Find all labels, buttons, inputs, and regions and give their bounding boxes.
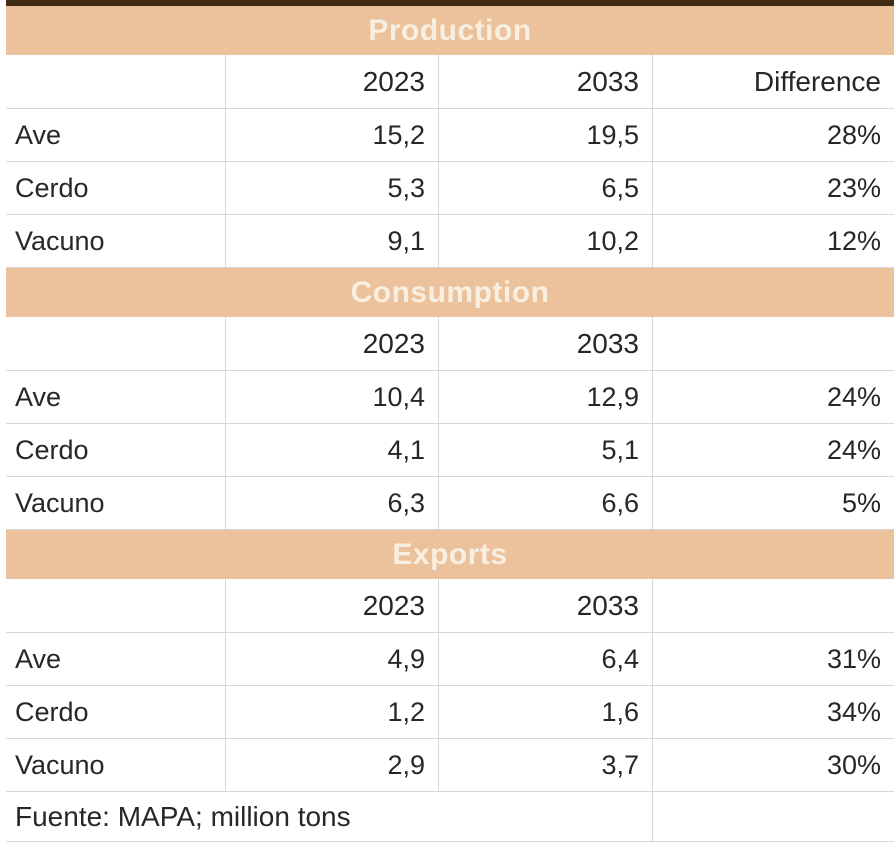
header-row-exports: 2023 2033: [6, 579, 894, 633]
value-2033: 5,1: [438, 424, 652, 476]
row-label: Vacuno: [15, 487, 105, 518]
table-row: Ave 4,9 6,4 31%: [6, 633, 894, 686]
section-band-production: Production: [6, 6, 894, 55]
table-row: Ave 10,4 12,9 24%: [6, 371, 894, 424]
section-title: Production: [368, 13, 532, 47]
value-2023: 10,4: [225, 371, 438, 423]
empty-cell: [6, 317, 225, 370]
table-row: Cerdo 1,2 1,6 34%: [6, 686, 894, 739]
section-title: Consumption: [350, 275, 550, 309]
row-label: Ave: [15, 643, 62, 674]
value-2033: 10,2: [438, 215, 652, 267]
value-difference: 12%: [652, 215, 894, 267]
section-band-consumption: Consumption: [6, 268, 894, 317]
table-row: Cerdo 4,1 5,1 24%: [6, 424, 894, 477]
value-difference: 24%: [652, 424, 894, 476]
empty-cell: [652, 317, 894, 370]
value-2023: 15,2: [225, 109, 438, 161]
row-label: Vacuno: [15, 749, 105, 780]
value-2023: 1,2: [225, 686, 438, 738]
row-label: Cerdo: [15, 696, 89, 727]
section-band-exports: Exports: [6, 530, 894, 579]
value-difference: 23%: [652, 162, 894, 214]
col-header-2033: 2033: [438, 317, 652, 370]
value-difference: 28%: [652, 109, 894, 161]
empty-cell: [6, 579, 225, 632]
value-2023: 2,9: [225, 739, 438, 791]
value-2033: 12,9: [438, 371, 652, 423]
row-label: Ave: [15, 119, 62, 150]
value-difference: 34%: [652, 686, 894, 738]
value-2033: 6,4: [438, 633, 652, 685]
value-2023: 4,1: [225, 424, 438, 476]
col-header-2033: 2033: [438, 55, 652, 108]
value-2033: 19,5: [438, 109, 652, 161]
footer-row: Fuente: MAPA; million tons: [6, 792, 894, 842]
header-row-production: 2023 2033 Difference: [6, 55, 894, 109]
top-border-bar: [6, 0, 894, 6]
empty-cell: [652, 792, 894, 841]
empty-cell: [652, 579, 894, 632]
empty-cell: [6, 55, 225, 108]
table-body: Production 2023 2033 Difference Ave 15,2…: [6, 6, 894, 842]
col-header-2023: 2023: [225, 55, 438, 108]
source-note: Fuente: MAPA; million tons: [15, 800, 351, 832]
value-2023: 4,9: [225, 633, 438, 685]
col-header-2023: 2023: [225, 579, 438, 632]
value-2023: 5,3: [225, 162, 438, 214]
col-header-difference: Difference: [652, 55, 894, 108]
table-row: Vacuno 6,3 6,6 5%: [6, 477, 894, 530]
table-row: Vacuno 9,1 10,2 12%: [6, 215, 894, 268]
value-2033: 6,5: [438, 162, 652, 214]
row-label: Cerdo: [15, 434, 89, 465]
value-difference: 31%: [652, 633, 894, 685]
value-2033: 6,6: [438, 477, 652, 529]
row-label: Vacuno: [15, 225, 105, 256]
row-label: Ave: [15, 381, 62, 412]
table-row: Cerdo 5,3 6,5 23%: [6, 162, 894, 215]
header-row-consumption: 2023 2033: [6, 317, 894, 371]
value-2033: 1,6: [438, 686, 652, 738]
section-title: Exports: [392, 537, 508, 571]
value-difference: 30%: [652, 739, 894, 791]
row-label: Cerdo: [15, 172, 89, 203]
value-2023: 6,3: [225, 477, 438, 529]
value-2023: 9,1: [225, 215, 438, 267]
value-difference: 5%: [652, 477, 894, 529]
col-header-2023: 2023: [225, 317, 438, 370]
value-2033: 3,7: [438, 739, 652, 791]
value-difference: 24%: [652, 371, 894, 423]
table-row: Ave 15,2 19,5 28%: [6, 109, 894, 162]
col-header-2033: 2033: [438, 579, 652, 632]
table-row: Vacuno 2,9 3,7 30%: [6, 739, 894, 792]
